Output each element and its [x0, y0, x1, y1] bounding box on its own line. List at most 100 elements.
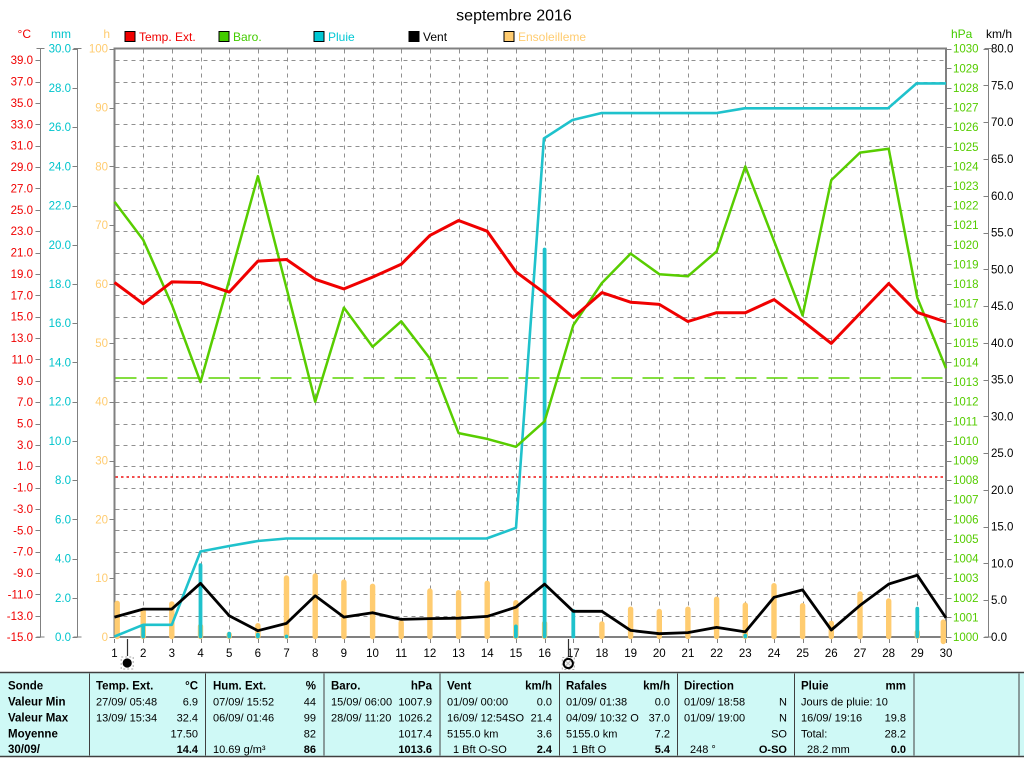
svg-text:5.0: 5.0: [17, 419, 33, 431]
svg-text:1005: 1005: [953, 534, 979, 546]
svg-text:1016: 1016: [953, 318, 979, 330]
svg-text:80.0: 80.0: [991, 44, 1013, 56]
svg-text:1000: 1000: [953, 632, 979, 644]
svg-text:1010: 1010: [953, 436, 979, 448]
svg-text:1020: 1020: [953, 240, 979, 252]
svg-text:-5.0: -5.0: [13, 525, 33, 537]
svg-text:Sonde: Sonde: [8, 681, 43, 693]
svg-text:2.4: 2.4: [537, 744, 553, 756]
svg-text:1001: 1001: [953, 612, 979, 624]
svg-text:5155.0 km: 5155.0 km: [566, 728, 617, 740]
svg-text:km/h: km/h: [643, 681, 670, 693]
svg-text:1026: 1026: [953, 122, 979, 134]
svg-text:SO: SO: [771, 728, 787, 740]
svg-text:1017: 1017: [953, 299, 979, 311]
svg-text:15.0: 15.0: [11, 312, 33, 324]
svg-text:35.0: 35.0: [11, 98, 33, 110]
svg-text:5.4: 5.4: [655, 744, 671, 756]
svg-text:km/h: km/h: [525, 681, 552, 693]
svg-text:1011: 1011: [953, 416, 978, 428]
svg-text:3: 3: [169, 648, 175, 660]
svg-text:39.0: 39.0: [11, 55, 33, 67]
svg-text:20: 20: [95, 514, 108, 526]
svg-text:Total:: Total:: [801, 728, 827, 740]
svg-text:1012: 1012: [953, 397, 979, 409]
svg-text:3.6: 3.6: [537, 728, 552, 740]
svg-text:19.8: 19.8: [885, 713, 906, 725]
svg-text:septembre 2016: septembre 2016: [456, 8, 572, 25]
svg-text:30: 30: [940, 648, 953, 660]
svg-text:24.0: 24.0: [49, 161, 71, 173]
svg-text:13: 13: [452, 648, 465, 660]
svg-text:1028: 1028: [953, 83, 979, 95]
svg-text:1013.6: 1013.6: [398, 744, 432, 756]
svg-text:10: 10: [366, 648, 379, 660]
svg-text:18.0: 18.0: [49, 279, 71, 291]
svg-text:1026.2: 1026.2: [398, 713, 432, 725]
svg-text:10.0: 10.0: [991, 558, 1013, 570]
svg-text:20: 20: [653, 648, 666, 660]
svg-text:1027: 1027: [953, 103, 979, 115]
svg-text:Baro.: Baro.: [233, 30, 262, 44]
svg-text:20.0: 20.0: [49, 240, 71, 252]
svg-text:hPa: hPa: [411, 681, 433, 693]
svg-text:01/09/ 19:00: 01/09/ 19:00: [684, 713, 745, 725]
svg-text:1 Bft O-SO: 1 Bft O-SO: [453, 744, 507, 756]
svg-text:1030: 1030: [953, 44, 979, 56]
svg-text:21: 21: [682, 648, 695, 660]
svg-text:5.0: 5.0: [991, 595, 1007, 607]
svg-text:1017.4: 1017.4: [398, 728, 432, 740]
svg-text:01/09/ 00:00: 01/09/ 00:00: [447, 697, 508, 709]
svg-text:28.0: 28.0: [49, 83, 71, 95]
svg-text:01/09/ 18:58: 01/09/ 18:58: [684, 697, 745, 709]
svg-text:65.0: 65.0: [991, 154, 1013, 166]
svg-text:80: 80: [95, 161, 108, 173]
svg-text:70.0: 70.0: [991, 117, 1013, 129]
svg-text:9: 9: [341, 648, 347, 660]
svg-text:40: 40: [95, 397, 108, 409]
svg-text:-1.0: -1.0: [13, 483, 33, 495]
svg-text:35.0: 35.0: [991, 375, 1013, 387]
svg-text:-7.0: -7.0: [13, 547, 33, 559]
svg-text:1029: 1029: [953, 63, 979, 75]
svg-text:1013: 1013: [953, 377, 979, 389]
svg-text:27/09/ 05:48: 27/09/ 05:48: [96, 697, 157, 709]
svg-text:7.2: 7.2: [655, 728, 670, 740]
svg-text:27.0: 27.0: [11, 183, 33, 195]
svg-text:60: 60: [95, 279, 108, 291]
svg-text:5155.0 km: 5155.0 km: [447, 728, 498, 740]
svg-text:25.0: 25.0: [991, 448, 1013, 460]
svg-text:1004: 1004: [953, 554, 979, 566]
svg-text:Pluie: Pluie: [328, 30, 355, 44]
svg-text:07/09/ 15:52: 07/09/ 15:52: [213, 697, 274, 709]
svg-text:h: h: [103, 27, 110, 41]
svg-text:1025: 1025: [953, 142, 979, 154]
svg-text:14: 14: [481, 648, 494, 660]
svg-text:0.0: 0.0: [55, 632, 71, 644]
svg-text:23.0: 23.0: [11, 226, 33, 238]
svg-text:1009: 1009: [953, 456, 979, 468]
svg-text:1: 1: [111, 648, 117, 660]
svg-text:29: 29: [911, 648, 924, 660]
svg-text:7.0: 7.0: [17, 397, 33, 409]
svg-text:04/09/ 10:32 O: 04/09/ 10:32 O: [566, 713, 639, 725]
svg-text:0.0: 0.0: [891, 744, 906, 756]
svg-text:8: 8: [312, 648, 318, 660]
svg-text:25.0: 25.0: [11, 205, 33, 217]
svg-text:13/09/ 15:34: 13/09/ 15:34: [96, 713, 157, 725]
svg-text:28/09/ 11:20: 28/09/ 11:20: [331, 713, 391, 725]
svg-text:12.0: 12.0: [49, 397, 71, 409]
svg-text:30: 30: [95, 456, 108, 468]
svg-text:Direction: Direction: [684, 681, 734, 693]
svg-text:Jours de pluie: 10: Jours de pluie: 10: [801, 697, 888, 709]
svg-text:27: 27: [854, 648, 867, 660]
svg-text:26.0: 26.0: [49, 122, 71, 134]
svg-text:1.0: 1.0: [17, 461, 33, 473]
svg-text:16.0: 16.0: [49, 318, 71, 330]
svg-text:11: 11: [395, 648, 407, 660]
svg-text:Moyenne: Moyenne: [8, 728, 58, 740]
svg-text:5: 5: [226, 648, 232, 660]
svg-text:10: 10: [95, 573, 108, 585]
svg-text:-9.0: -9.0: [13, 568, 33, 580]
svg-text:90: 90: [95, 103, 108, 115]
